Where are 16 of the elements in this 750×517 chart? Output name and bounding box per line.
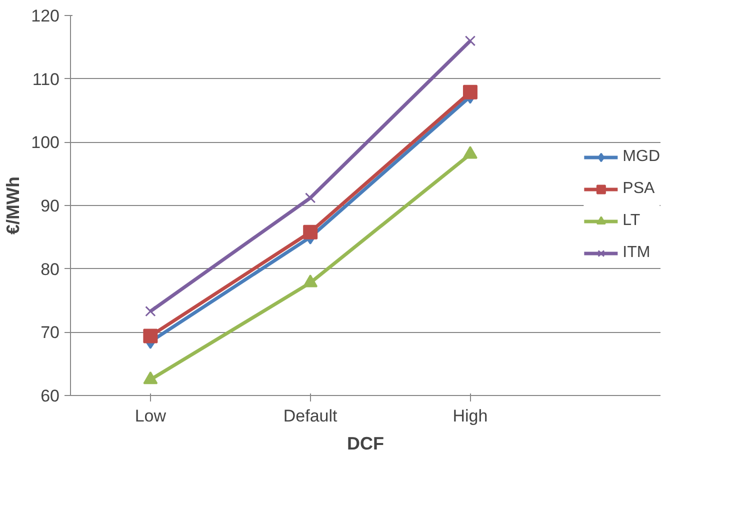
x-axis-title: DCF: [347, 434, 384, 454]
legend-label: MGD: [622, 148, 660, 166]
x-tick-label: High: [452, 406, 488, 426]
legend-label: LT: [622, 212, 642, 230]
legend-label: PSA: [622, 180, 655, 198]
y-tick-label: 60: [40, 386, 60, 406]
x-tick-label: Default: [283, 406, 338, 426]
legend-label: ITM: [622, 244, 650, 262]
y-axis-title: €/MWh: [3, 176, 24, 234]
x-tick-label: Low: [134, 406, 167, 426]
y-tick-label: 120: [31, 6, 60, 26]
y-tick-label: 90: [40, 196, 60, 216]
y-tick-label: 70: [40, 323, 60, 342]
y-tick-label: 110: [32, 70, 60, 89]
y-tick-label: 100: [31, 133, 60, 152]
y-tick-label: 80: [40, 260, 60, 279]
